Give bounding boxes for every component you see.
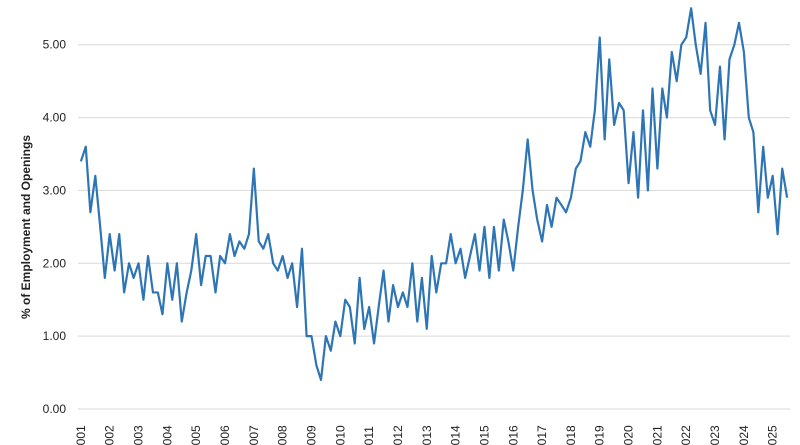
- x-tick-label: 2014: [449, 425, 463, 445]
- x-tick-label: 2006: [218, 425, 232, 445]
- x-tick-label: 2025: [766, 425, 780, 445]
- x-tick-label: 2024: [737, 425, 751, 445]
- x-tick-label: 2012: [391, 425, 405, 445]
- x-tick-label: 2019: [593, 425, 607, 445]
- y-axis-label: % of Employment and Openings: [19, 135, 33, 319]
- x-tick-label: 2020: [622, 425, 636, 445]
- x-tick-label: 2015: [477, 425, 491, 445]
- x-tick-label: 2001: [74, 425, 88, 445]
- x-tick-label: 2016: [506, 425, 520, 445]
- x-tick-label: 2003: [132, 425, 146, 445]
- y-tick-label: 5.00: [43, 38, 67, 52]
- x-tick-label: 2013: [420, 425, 434, 445]
- x-tick-label: 2008: [276, 425, 290, 445]
- x-tick-label: 2010: [333, 425, 347, 445]
- x-tick-label: 2005: [189, 425, 203, 445]
- x-tick-label: 2018: [564, 425, 578, 445]
- x-tick-label: 2004: [160, 425, 174, 445]
- y-tick-label: 3.00: [43, 183, 67, 197]
- data-line: [79, 7, 789, 381]
- x-tick-label: 2017: [535, 425, 549, 445]
- y-tick-label: 4.00: [43, 111, 67, 125]
- x-tick-label: 2002: [103, 425, 117, 445]
- x-tick-label: 2007: [247, 425, 261, 445]
- x-tick-label: 2011: [362, 426, 376, 445]
- x-tick-label: 2009: [304, 425, 318, 445]
- x-tick-label: 2023: [708, 425, 722, 445]
- x-tick-label: 2022: [679, 425, 693, 445]
- y-tick-label: 1.00: [43, 329, 67, 343]
- x-tick-label: 2021: [650, 425, 664, 445]
- y-tick-label: 0.00: [43, 402, 67, 416]
- y-tick-label: 2.00: [43, 256, 67, 270]
